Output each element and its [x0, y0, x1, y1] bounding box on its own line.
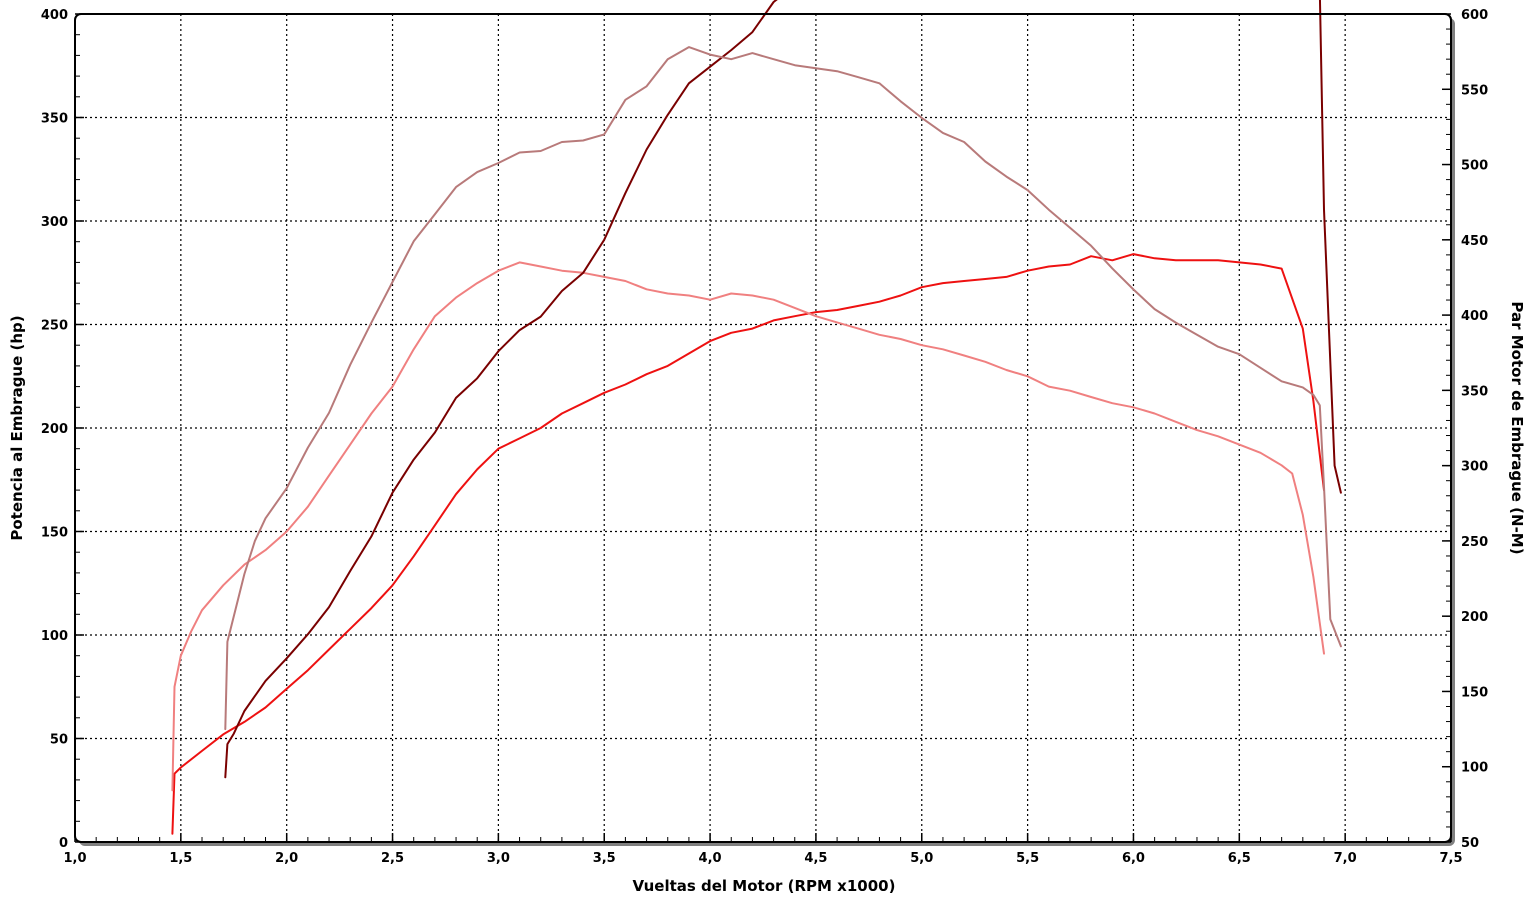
y-left-tick-label: 150: [41, 526, 68, 541]
x-tick-label: 1,5: [169, 851, 192, 866]
x-tick-label: 2,0: [275, 851, 298, 866]
y-right-tick-label: 50: [1461, 836, 1479, 851]
x-tick-label: 4,5: [804, 851, 827, 866]
series-line-2: [171, 261, 1325, 792]
y-left-tick-label: 200: [41, 422, 68, 437]
x-tick-label: 7,0: [1334, 851, 1357, 866]
x-tick-label: 5,5: [1016, 851, 1039, 866]
y-left-tick-label: 100: [41, 629, 68, 644]
x-tick-label: 4,0: [699, 851, 722, 866]
x-tick-label: 7,5: [1439, 851, 1462, 866]
y-left-tick-label: 350: [41, 112, 68, 127]
x-tick-label: 3,0: [487, 851, 510, 866]
y-right-tick-label: 400: [1461, 309, 1488, 324]
y-right-tick-label: 450: [1461, 234, 1488, 249]
y-right-tick-label: 350: [1461, 384, 1488, 399]
y-left-tick-label: 300: [41, 215, 68, 230]
series-line-3: [224, 0, 1342, 779]
y-right-tick-label: 150: [1461, 685, 1488, 700]
y-right-tick-label: 100: [1461, 761, 1488, 776]
x-tick-label: 6,5: [1228, 851, 1251, 866]
axis-ticks: [74, 13, 1452, 843]
y-right-tick-label: 550: [1461, 83, 1488, 98]
x-axis-title: Vueltas del Motor (RPM x1000): [633, 877, 896, 895]
series-line-1: [171, 253, 1325, 835]
y-left-tick-label: 50: [50, 733, 68, 748]
tick-labels: 1,0 1,5 2,0 2,5 3,0 3,5 4,0 4,5 5,0 5,5 6,0 6,5 7,0 7…: [41, 8, 1488, 866]
y-left-axis-title: Potencia al Embrague (hp): [8, 315, 26, 540]
x-tick-label: 6,0: [1122, 851, 1145, 866]
y-right-tick-label: 600: [1461, 8, 1488, 23]
y-right-axis-title: Par Motor de Embrague (N-M): [1508, 301, 1526, 554]
y-left-tick-label: 0: [59, 836, 68, 851]
x-tick-label: 5,0: [910, 851, 933, 866]
x-tick-label: 2,5: [381, 851, 404, 866]
y-left-tick-label: 250: [41, 319, 68, 334]
series-line-4: [224, 46, 1342, 731]
y-right-tick-label: 250: [1461, 535, 1488, 550]
series-group: [171, 0, 1342, 835]
x-tick-label: 3,5: [593, 851, 616, 866]
x-tick-label: 1,0: [63, 851, 86, 866]
y-left-tick-label: 400: [41, 8, 68, 23]
y-right-tick-label: 500: [1461, 159, 1488, 174]
y-right-tick-label: 300: [1461, 460, 1488, 475]
y-right-tick-label: 200: [1461, 610, 1488, 625]
grid: [75, 14, 1451, 842]
